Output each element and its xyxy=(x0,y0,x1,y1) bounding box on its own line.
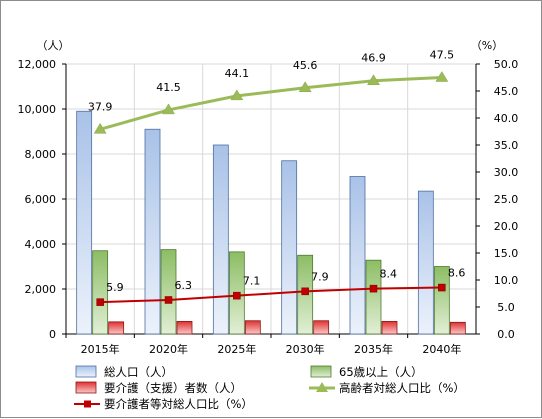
x-tick-label: 2015年 xyxy=(81,342,120,356)
y-right-tick-label: 15.0 xyxy=(494,247,519,260)
data-label-aged-ratio: 47.5 xyxy=(430,49,455,62)
data-label-care-ratio: 7.9 xyxy=(311,270,329,283)
bar-care-needed xyxy=(449,321,466,335)
data-label-aged-ratio: 37.9 xyxy=(88,100,113,113)
legend-swatch xyxy=(75,381,97,394)
point-care-ratio xyxy=(96,298,104,306)
y-right-tick-label: 20.0 xyxy=(494,220,519,233)
bar-total-population xyxy=(76,110,93,335)
x-tick-label: 2020年 xyxy=(149,342,188,356)
bar-total-population xyxy=(417,190,434,335)
point-aged-ratio xyxy=(230,89,244,101)
bar-aged-65-plus xyxy=(92,250,109,335)
bar-total-population xyxy=(281,160,298,335)
point-care-ratio xyxy=(301,287,309,296)
legend-label: 高齢者対総人口比（%） xyxy=(339,381,465,395)
line-care-ratio xyxy=(100,286,442,304)
legend-label: 65歳以上（人） xyxy=(339,365,423,379)
point-care-ratio xyxy=(233,291,241,300)
y-right-tick-label: 0.0 xyxy=(497,328,515,341)
data-label-aged-ratio: 44.1 xyxy=(225,67,250,80)
bar-total-population xyxy=(212,144,229,335)
x-tick-label: 2025年 xyxy=(217,342,256,356)
y-right-tick-label: 10.0 xyxy=(494,274,519,287)
legend-swatch xyxy=(310,365,332,378)
bar-aged-65-plus xyxy=(160,249,177,335)
bar-total-population xyxy=(349,176,366,335)
y-right-tick-label: 5.0 xyxy=(497,301,515,314)
data-label-aged-ratio: 45.6 xyxy=(293,59,318,72)
data-label-care-ratio: 8.4 xyxy=(380,268,398,281)
y-left-tick-label: 8,000 xyxy=(25,148,57,161)
point-care-ratio xyxy=(164,296,173,304)
y-left-unit: （人） xyxy=(37,39,70,52)
line-aged-ratio xyxy=(99,76,442,131)
y-right-tick-label: 45.0 xyxy=(494,85,519,98)
data-label-aged-ratio: 41.5 xyxy=(156,81,181,94)
bar-care-needed xyxy=(244,320,261,335)
data-label-aged-ratio: 46.9 xyxy=(361,52,386,65)
y-right-unit: （%） xyxy=(471,39,503,52)
data-label-care-ratio: 5.9 xyxy=(106,281,124,294)
y-left-tick-label: 2,000 xyxy=(25,283,57,296)
data-label-care-ratio: 8.6 xyxy=(448,267,466,280)
bar-aged-65-plus xyxy=(433,266,450,335)
point-care-ratio xyxy=(369,284,378,293)
point-aged-ratio xyxy=(93,122,107,134)
y-left-tick-label: 6,000 xyxy=(25,193,57,206)
point-aged-ratio xyxy=(162,103,175,115)
y-right-tick-label: 25.0 xyxy=(494,193,519,206)
y-right-tick-label: 40.0 xyxy=(494,112,519,125)
bar-aged-65-plus xyxy=(365,259,382,335)
bar-care-needed xyxy=(313,320,330,335)
data-label-care-ratio: 7.1 xyxy=(243,275,260,288)
x-tick-label: 2040年 xyxy=(422,342,461,356)
bar-total-population xyxy=(144,128,161,335)
x-tick-label: 2035年 xyxy=(354,342,393,356)
point-care-ratio xyxy=(438,283,446,292)
bar-care-needed xyxy=(108,321,125,335)
point-aged-ratio xyxy=(367,74,380,85)
legend-label: 総人口（人） xyxy=(104,365,173,379)
y-left-tick-label: 10,000 xyxy=(18,103,57,116)
legend-marker xyxy=(316,382,328,392)
y-left-tick-label: 12,000 xyxy=(18,58,57,71)
legend-label: 要介護（支援）者数（人） xyxy=(104,381,242,395)
y-right-tick-label: 35.0 xyxy=(494,139,519,152)
point-aged-ratio xyxy=(435,71,449,82)
legend-label: 要介護者等対総人口比（%） xyxy=(104,397,253,411)
y-right-tick-label: 30.0 xyxy=(494,166,519,179)
point-aged-ratio xyxy=(298,81,312,93)
legend-marker xyxy=(84,400,91,408)
x-tick-label: 2030年 xyxy=(286,342,325,356)
bar-care-needed xyxy=(381,320,398,335)
y-left-tick-label: 0 xyxy=(49,328,56,341)
y-right-tick-label: 50.0 xyxy=(494,58,519,71)
y-left-tick-label: 4,000 xyxy=(25,238,57,251)
bar-care-needed xyxy=(176,320,193,335)
legend-swatch xyxy=(75,365,97,378)
data-label-care-ratio: 6.3 xyxy=(175,279,193,292)
